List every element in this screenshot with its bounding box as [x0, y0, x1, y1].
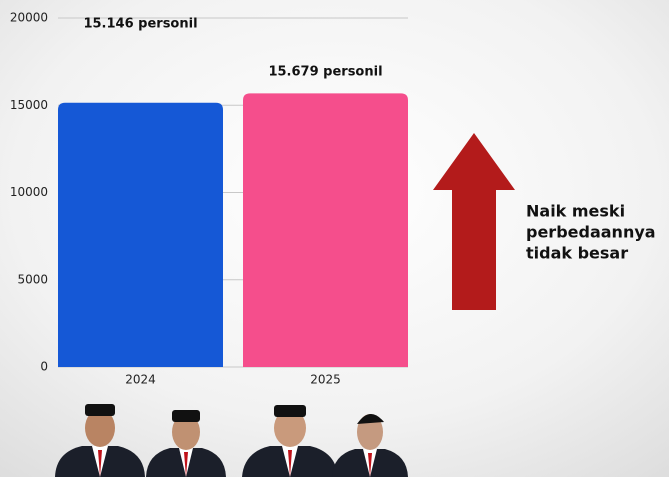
- data-label: 15.679 personil: [268, 65, 382, 80]
- x-tick-label: 2025: [310, 373, 341, 387]
- annotation: tidak besar: [526, 244, 628, 263]
- portraits: [55, 404, 408, 477]
- y-tick-label: 0: [40, 360, 48, 374]
- annotation: Naik meski: [526, 202, 625, 221]
- bar: [58, 102, 223, 367]
- y-tick-label: 20000: [10, 11, 48, 25]
- bar: [243, 93, 408, 367]
- y-tick-label: 10000: [10, 185, 48, 199]
- y-tick-label: 15000: [10, 98, 48, 112]
- data-label: 15.146 personil: [83, 17, 197, 32]
- y-tick-label: 5000: [17, 272, 48, 286]
- annotation: perbedaannya: [526, 223, 656, 242]
- arrow: [433, 133, 515, 310]
- x-tick-label: 2024: [125, 373, 156, 387]
